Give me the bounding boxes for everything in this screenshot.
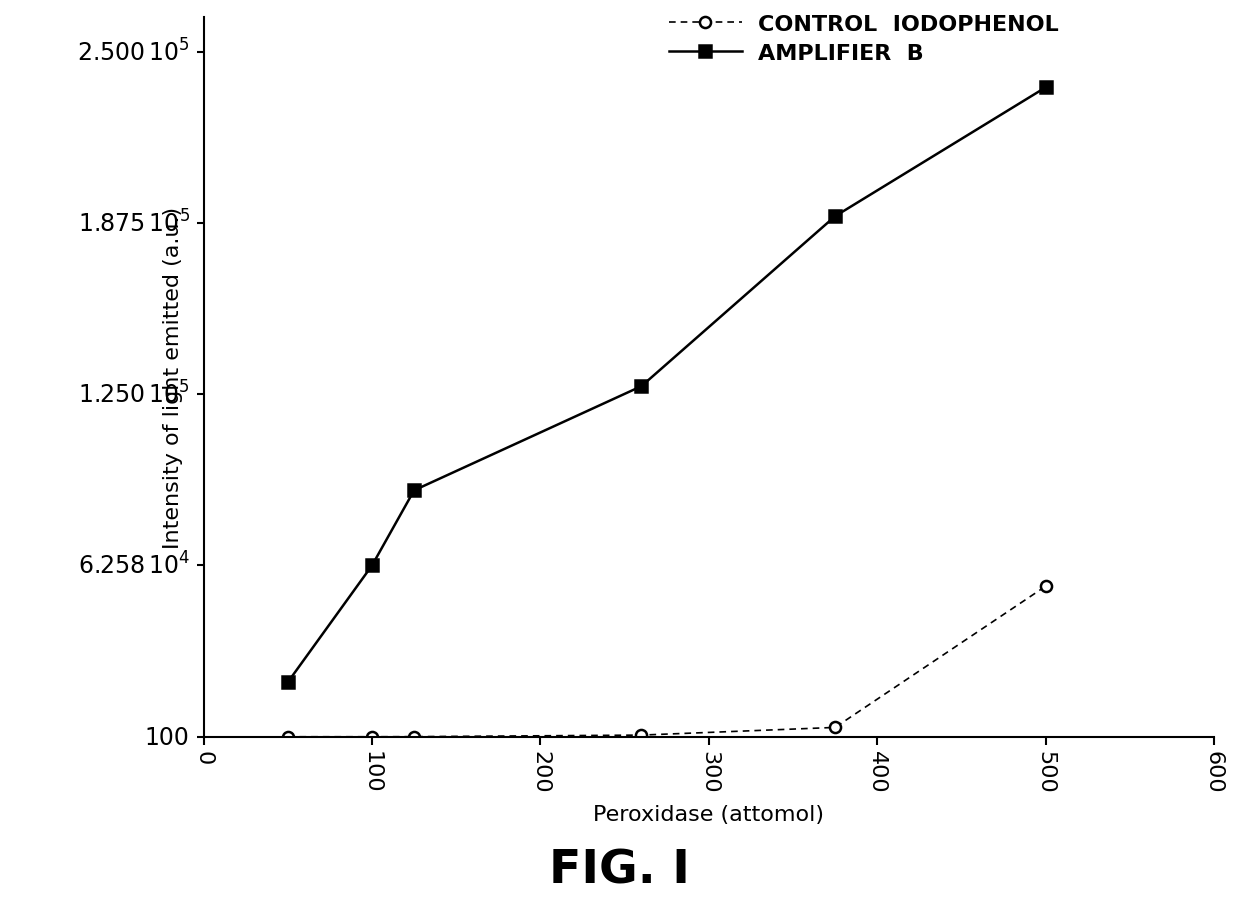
- X-axis label: Peroxidase (attomol): Peroxidase (attomol): [593, 804, 824, 824]
- Line: AMPLIFIER  B: AMPLIFIER B: [281, 82, 1052, 688]
- CONTROL  IODOPHENOL: [280, 732, 295, 742]
- Text: $\mathregular{2.500\!\ 10^5}$: $\mathregular{2.500\!\ 10^5}$: [77, 39, 190, 66]
- Legend: CONTROL  IODOPHENOL, AMPLIFIER  B: CONTROL IODOPHENOL, AMPLIFIER B: [669, 14, 1059, 64]
- AMPLIFIER  B: [634, 382, 649, 392]
- Text: $\mathregular{6.258\!\ 10^4}$: $\mathregular{6.258\!\ 10^4}$: [78, 552, 190, 579]
- Line: CONTROL  IODOPHENOL: CONTROL IODOPHENOL: [282, 581, 1051, 742]
- CONTROL  IODOPHENOL: [364, 732, 379, 742]
- AMPLIFIER  B: [406, 485, 421, 496]
- Y-axis label: Intensity of light emitted (a.u.): Intensity of light emitted (a.u.): [162, 207, 183, 548]
- CONTROL  IODOPHENOL: [828, 723, 843, 733]
- AMPLIFIER  B: [1038, 83, 1053, 94]
- AMPLIFIER  B: [364, 560, 379, 571]
- Text: $\mathregular{1.250\!\ 10^5}$: $\mathregular{1.250\!\ 10^5}$: [78, 382, 190, 409]
- CONTROL  IODOPHENOL: [1038, 581, 1053, 592]
- AMPLIFIER  B: [828, 212, 843, 223]
- CONTROL  IODOPHENOL: [634, 730, 649, 741]
- Text: 100: 100: [145, 725, 190, 749]
- Text: FIG. I: FIG. I: [549, 848, 690, 893]
- AMPLIFIER  B: [280, 677, 295, 688]
- CONTROL  IODOPHENOL: [406, 732, 421, 742]
- Text: $\mathregular{1.875\!\ 10^5}$: $\mathregular{1.875\!\ 10^5}$: [78, 210, 190, 237]
